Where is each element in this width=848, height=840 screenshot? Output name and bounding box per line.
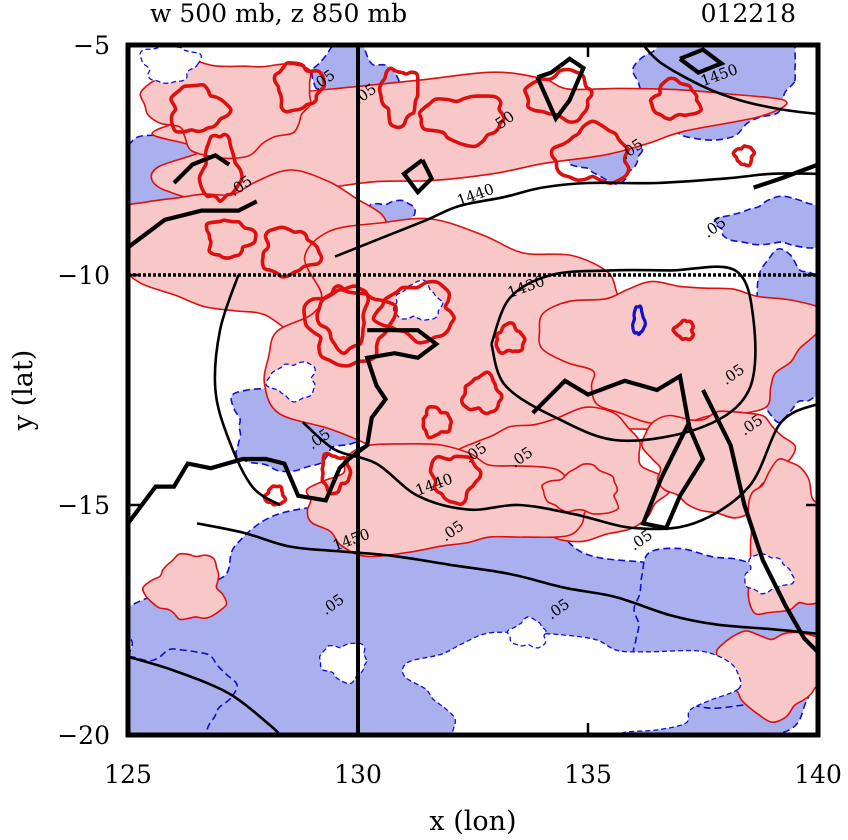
reference-lines xyxy=(128,45,818,735)
strong-positive-w-contour xyxy=(731,144,757,168)
strong-positive-w-contour xyxy=(169,82,233,134)
height-contour-line xyxy=(128,655,281,735)
height-contours xyxy=(128,45,818,735)
height-contour-line xyxy=(334,172,818,258)
zero-w-hole xyxy=(265,361,316,403)
strong-positive-w-contour xyxy=(260,225,324,279)
thick-boundary-line xyxy=(701,389,818,654)
x-tick-label: 140 xyxy=(794,760,842,789)
strong-positive-w-contour xyxy=(494,321,527,355)
strong-negative-w-contour xyxy=(631,304,647,337)
zero-w-holes xyxy=(139,45,795,735)
plot-frame xyxy=(125,42,821,738)
strong-positive-w-contour xyxy=(421,405,454,440)
strong-positive-w-contour xyxy=(272,60,327,114)
height-contour-line xyxy=(490,265,757,443)
thick-boundary-line xyxy=(752,162,818,190)
strong-negative-w-contours xyxy=(631,304,647,337)
thick-boundary-line xyxy=(678,47,726,75)
x-tick-label: 130 xyxy=(334,760,382,789)
y-tick-label: −20 xyxy=(57,721,110,750)
x-tick-label: 135 xyxy=(564,760,612,789)
zero-w-hole xyxy=(139,45,203,84)
chart-title-right: 012218 xyxy=(701,0,796,28)
negative-w-region xyxy=(128,648,238,735)
y-tick-label: −10 xyxy=(57,261,110,290)
positive-w-region xyxy=(541,463,620,515)
y-tick-label: −15 xyxy=(57,491,110,520)
axis-tick-labels: 125 130 135 140 −5 −10 −15 −20 xyxy=(57,31,842,789)
zero-w-hole xyxy=(507,616,547,649)
height-contour-line xyxy=(642,45,818,116)
strong-positive-w-contour xyxy=(197,132,244,203)
thick-boundary-line xyxy=(128,199,258,250)
positive-w-region xyxy=(141,552,228,621)
thick-boundary-line xyxy=(401,158,435,196)
zero-w-hole xyxy=(318,642,368,685)
strong-positive-w-contours xyxy=(169,60,757,507)
axis-ticks xyxy=(126,43,820,737)
y-axis-label: y (lat) xyxy=(8,350,39,432)
chart-title-left: w 500 mb, z 850 mb xyxy=(150,0,407,28)
strong-positive-w-contour xyxy=(371,279,457,345)
zero-w-hole xyxy=(401,631,742,735)
strong-positive-w-contour xyxy=(377,66,420,130)
height-contour-line xyxy=(196,522,818,636)
strong-positive-w-contour xyxy=(320,451,353,496)
thick-boundary-line xyxy=(172,153,231,185)
strong-positive-w-contour xyxy=(459,370,504,416)
thick-black-boundaries xyxy=(128,47,818,654)
y-tick-label: −5 xyxy=(73,31,110,60)
height-contour-line xyxy=(301,402,818,531)
plot-area: .05.05.05.50.05.05.05.05.05.05.05.05.05.… xyxy=(128,45,818,735)
thick-boundary-line xyxy=(531,372,706,531)
strong-positive-w-contour xyxy=(648,76,704,121)
thick-boundary-line xyxy=(128,328,440,525)
strong-positive-w-contour xyxy=(417,94,506,149)
strong-positive-w-contour xyxy=(671,318,696,342)
thick-boundary-line xyxy=(535,56,587,123)
x-tick-label: 125 xyxy=(104,760,152,789)
height-contour-line xyxy=(213,274,281,507)
x-axis-label: x (lon) xyxy=(429,806,516,837)
strong-positive-w-contour xyxy=(523,67,594,124)
strong-positive-w-contour xyxy=(204,218,258,260)
positive-w-region xyxy=(139,59,312,160)
negative-w-region xyxy=(713,195,818,249)
strong-positive-w-contour xyxy=(428,454,483,507)
zero-w-hole xyxy=(392,279,444,321)
